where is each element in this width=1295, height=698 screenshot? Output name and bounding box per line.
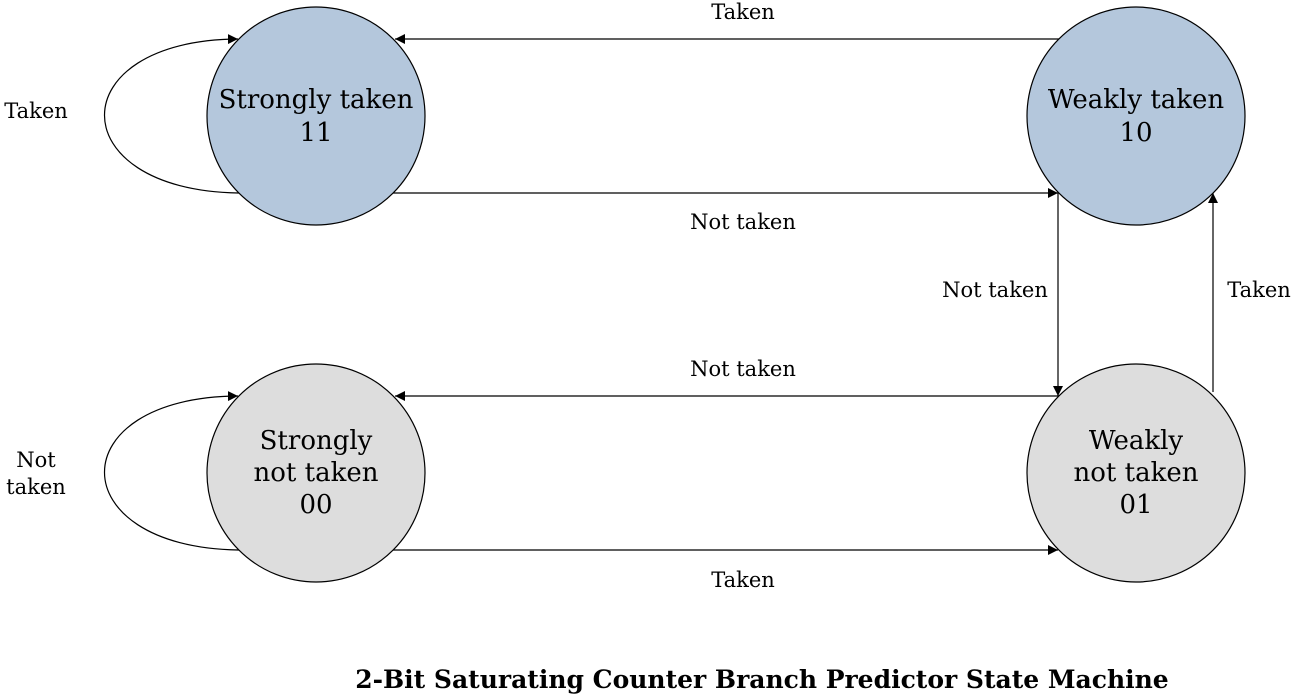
state-code: 00 [299, 490, 332, 520]
state-code: 11 [299, 118, 332, 148]
label-snt-self-loop-line1: Not [16, 448, 56, 472]
state-label: Weakly taken [1048, 85, 1225, 115]
state-circle [206, 363, 426, 583]
state-label-line1: Strongly [260, 426, 373, 456]
state-strongly-not-taken: Strongly not taken 00 [206, 363, 426, 583]
label-wnt-to-wt: Taken [1227, 278, 1291, 302]
label-wt-to-wnt: Not taken [942, 278, 1048, 302]
state-circle [1026, 6, 1246, 226]
state-code: 01 [1119, 490, 1152, 520]
label-wnt-to-snt: Not taken [690, 357, 796, 381]
state-weakly-taken: Weakly taken 10 [1026, 6, 1246, 226]
state-code: 10 [1119, 118, 1152, 148]
state-circle [1026, 363, 1246, 583]
state-circle [206, 6, 426, 226]
state-strongly-taken: Strongly taken 11 [206, 6, 426, 226]
state-label-line1: Weakly [1089, 426, 1184, 456]
state-weakly-not-taken: Weakly not taken 01 [1026, 363, 1246, 583]
diagram-title: 2-Bit Saturating Counter Branch Predicto… [355, 665, 1168, 694]
label-snt-to-wnt: Taken [711, 568, 775, 592]
state-label: Strongly taken [219, 85, 414, 115]
label-wt-to-st: Taken [711, 0, 775, 24]
label-st-self-loop: Taken [4, 99, 68, 123]
state-label-line2: not taken [254, 458, 379, 488]
label-st-to-wt: Not taken [690, 210, 796, 234]
edge-strongly-taken-self-loop [104, 34, 239, 194]
edge-strongly-not-taken-self-loop [104, 391, 239, 551]
label-snt-self-loop-line2: taken [6, 475, 66, 499]
state-label-line2: not taken [1074, 458, 1199, 488]
